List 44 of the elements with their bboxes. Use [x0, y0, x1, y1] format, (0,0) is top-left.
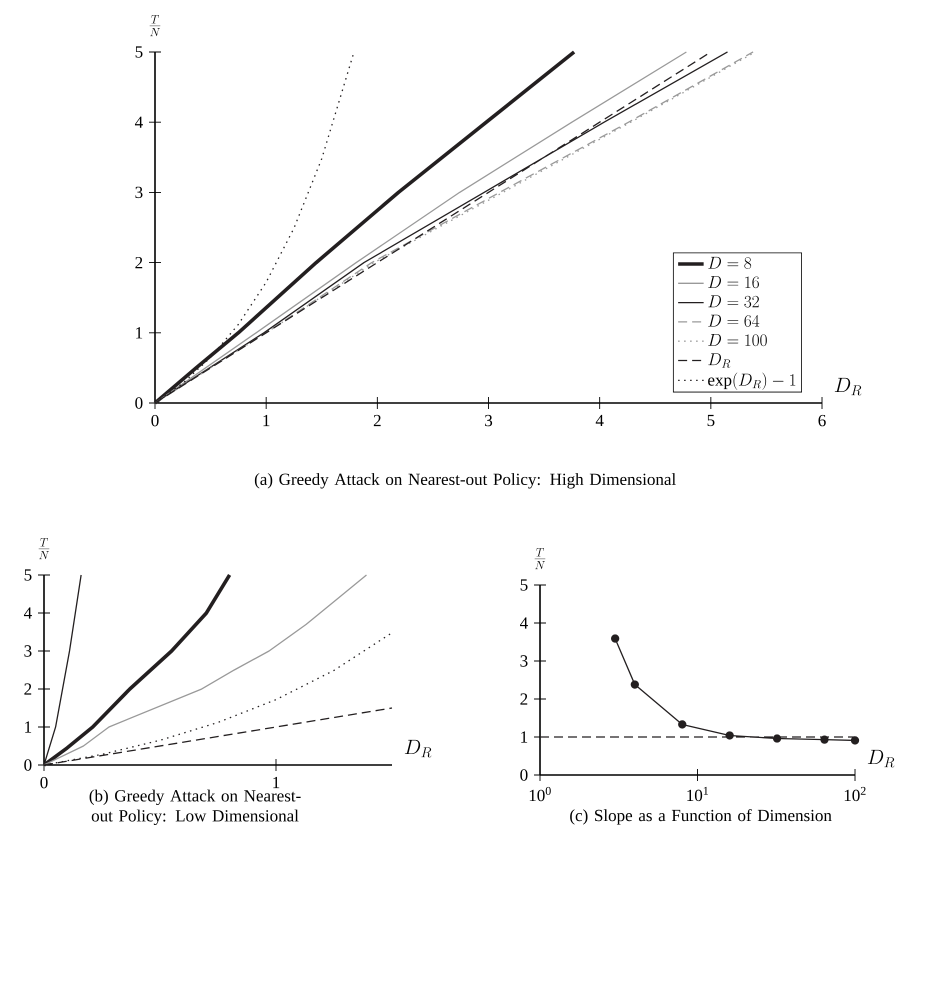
text: (a) Greedy Attack on Nearest-out Policy: High Dimensional	[254, 473, 676, 489]
y-tick-label: 1	[25, 721, 32, 733]
y-tick-label: 0	[135, 397, 142, 409]
y-tick-label: 5	[24, 569, 32, 581]
x-tick-label: 5	[708, 414, 714, 426]
x-tick-label: 3	[485, 414, 492, 426]
x-axis-title: $D_R$	[834, 378, 862, 396]
x-tick-label: 2	[374, 414, 381, 426]
x-tick-label: 10$^{1}$	[687, 786, 708, 802]
y-tick-label: 3	[24, 645, 32, 657]
text: (b) Greedy Attack on Nearest-out Policy: Low Dimensional	[90, 790, 301, 826]
y-tick-label: 1	[136, 327, 142, 338]
x-tick-label: 4	[596, 414, 604, 426]
y-tick-label: 4	[24, 607, 32, 619]
legend-label: $D_R$	[708, 353, 730, 368]
legend-label: $\exp(D_R) - 1$	[708, 372, 796, 390]
y-tick-label: 2	[520, 693, 528, 705]
y-tick-label: 0	[520, 769, 528, 781]
y-axis-title: $\frac{T}{N}$	[150, 15, 160, 36]
y-tick-label: 3	[135, 186, 142, 198]
y-tick-label: 3	[520, 655, 528, 667]
legend-label: $D = 8$	[708, 256, 752, 269]
y-tick-label: 1	[521, 731, 528, 743]
y-tick-label: 2	[24, 683, 32, 695]
x-tick-label: 10$^{2}$	[844, 786, 866, 802]
x-tick-label: 1	[263, 414, 270, 426]
y-tick-label: 0	[24, 759, 32, 771]
legend-label: $D = 64$	[708, 314, 760, 327]
y-tick-label: 2	[135, 256, 142, 268]
x-tick-label: 10$^{0}$	[530, 786, 551, 802]
x-axis-title: $D_R$	[404, 740, 432, 758]
x-tick-label: 6	[818, 414, 826, 426]
x-tick-label: 0	[151, 414, 159, 426]
y-axis-title: $\frac{T}{N}$	[38, 538, 50, 560]
legend-label: $D = 100$	[708, 334, 767, 346]
text: (c) Slope as a Function of Dimension	[570, 809, 832, 825]
legend-label: $D = 32$	[708, 295, 759, 308]
y-tick-label: 4	[134, 116, 143, 128]
y-tick-label: 4	[520, 617, 528, 629]
y-axis-title: $\frac{T}{N}$	[534, 548, 546, 570]
y-tick-label: 5	[520, 579, 528, 591]
legend-label: $D = 16$	[708, 276, 759, 288]
y-tick-label: 5	[136, 46, 142, 58]
x-axis-title: $D_R$	[868, 750, 894, 768]
